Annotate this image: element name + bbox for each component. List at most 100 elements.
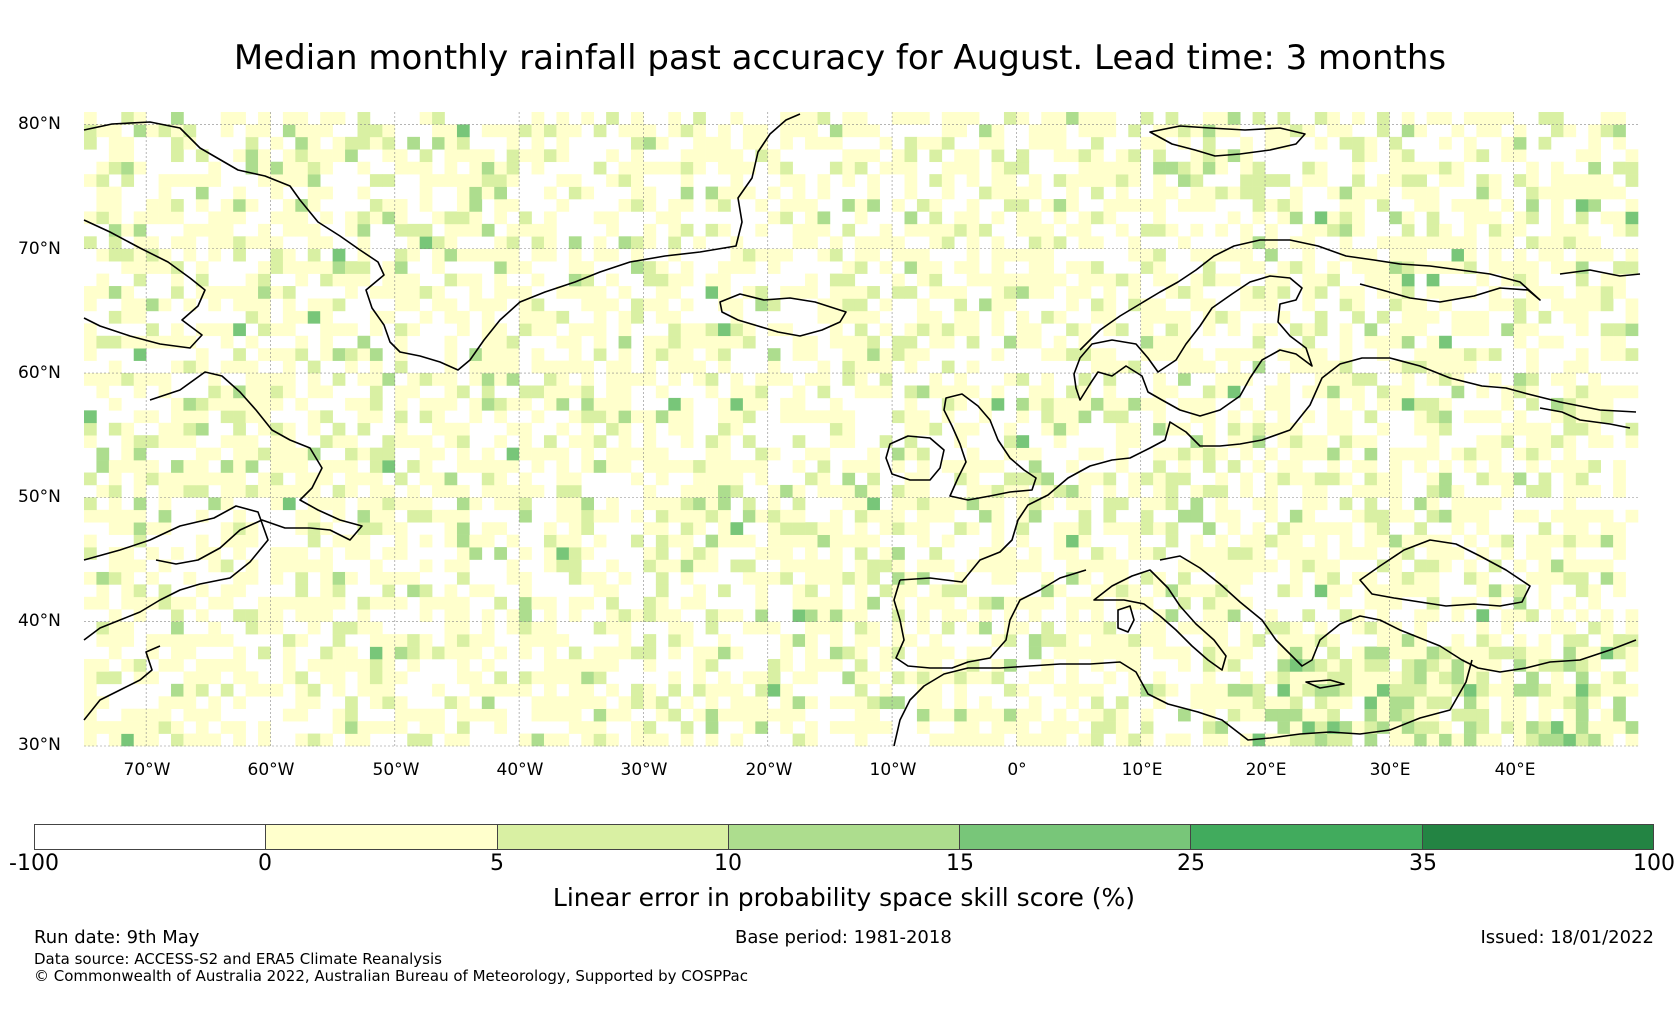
colorbar-swatch [1191, 825, 1423, 849]
skill-cell [879, 261, 893, 274]
skill-cell [1588, 248, 1602, 262]
skill-cell [1227, 348, 1241, 361]
skill-cell [295, 310, 309, 324]
skill-cell [1575, 571, 1589, 585]
skill-cell [307, 223, 321, 237]
skill-cell [543, 435, 557, 448]
skill-cell [282, 385, 296, 399]
skill-cell [680, 534, 694, 548]
skill-cell [1352, 298, 1365, 312]
skill-cell [879, 323, 893, 337]
skill-cell [916, 708, 930, 722]
skill-cell [954, 161, 967, 175]
skill-cell [1364, 522, 1378, 535]
skill-cell [817, 373, 831, 386]
skill-cell [1488, 447, 1502, 461]
skill-cell [643, 646, 657, 660]
skill-cell [146, 435, 159, 448]
skill-cell [979, 410, 992, 424]
skill-cell [1041, 124, 1054, 138]
skill-cell [1600, 559, 1614, 573]
skill-cell [1526, 658, 1539, 672]
skill-cell [1240, 261, 1253, 274]
skill-cell [954, 460, 967, 473]
skill-cell [394, 571, 408, 585]
skill-cell [1178, 174, 1191, 187]
skill-cell [606, 621, 619, 635]
lon-label: 20°W [745, 760, 793, 780]
skill-cell [593, 310, 607, 324]
skill-cell [1115, 161, 1129, 175]
skill-cell [1588, 596, 1602, 610]
skill-cell [618, 708, 632, 722]
skill-cell [1202, 696, 1216, 710]
skill-cell [668, 534, 682, 548]
skill-cell [1314, 112, 1328, 125]
skill-cell [1364, 621, 1378, 635]
skill-cell [780, 522, 793, 535]
skill-cell [531, 223, 545, 237]
skill-cell [618, 360, 632, 374]
skill-cell [1140, 323, 1154, 337]
skill-cell [444, 422, 458, 436]
skill-cell [1575, 658, 1589, 672]
skill-cell [742, 335, 756, 349]
skill-cell [146, 323, 159, 337]
skill-cell [96, 484, 110, 498]
skill-cell [320, 497, 333, 511]
skill-cell [1463, 199, 1477, 212]
skill-cell [854, 547, 868, 560]
skill-cell [1613, 323, 1626, 337]
skill-cell [1190, 509, 1204, 523]
skill-cell [1153, 335, 1166, 349]
skill-cell [680, 422, 694, 436]
skill-cell [767, 261, 781, 274]
skill-cell [543, 559, 557, 573]
skill-cell [1563, 360, 1577, 374]
skill-cell [1003, 199, 1017, 212]
skill-cell [556, 733, 570, 747]
skill-cell [1488, 174, 1502, 187]
skill-cell [96, 199, 110, 212]
skill-cell [195, 286, 209, 299]
skill-cell [245, 484, 259, 498]
skill-cell [705, 460, 719, 473]
skill-cell [1526, 211, 1539, 225]
skill-cell [1513, 410, 1527, 424]
skill-cell [1165, 348, 1179, 361]
skill-cell [1526, 161, 1539, 175]
skill-cell [606, 248, 619, 262]
colorbar-tick: 35 [1409, 851, 1437, 876]
skill-cell [270, 161, 284, 175]
skill-cell [1078, 236, 1092, 250]
skill-cell [506, 174, 520, 187]
skill-cell [1439, 161, 1452, 175]
skill-cell [606, 596, 619, 610]
skill-cell [1314, 447, 1328, 461]
skill-cell [792, 435, 806, 448]
skill-cell [1588, 174, 1602, 187]
skill-cell [1613, 286, 1626, 299]
skill-cell [1426, 584, 1440, 598]
skill-cell [718, 609, 731, 622]
skill-cell [1066, 112, 1079, 125]
skill-cell [1078, 621, 1092, 635]
skill-cell [1190, 547, 1204, 560]
skill-cell [668, 273, 682, 287]
skill-cell [618, 646, 632, 660]
skill-cell [854, 522, 868, 535]
skill-cell [668, 199, 682, 212]
skill-cell [1215, 559, 1229, 573]
skill-cell [195, 671, 209, 685]
skill-cell [245, 621, 259, 635]
skill-cell [444, 348, 458, 361]
skill-cell [1538, 248, 1552, 262]
skill-cell [581, 509, 595, 523]
skill-cell [842, 646, 856, 660]
skill-cell [1289, 447, 1303, 461]
skill-cell [494, 273, 507, 287]
skill-cell [1376, 609, 1390, 622]
skill-cell [1178, 509, 1191, 523]
skill-cell [730, 708, 744, 722]
skill-cell [1364, 596, 1378, 610]
